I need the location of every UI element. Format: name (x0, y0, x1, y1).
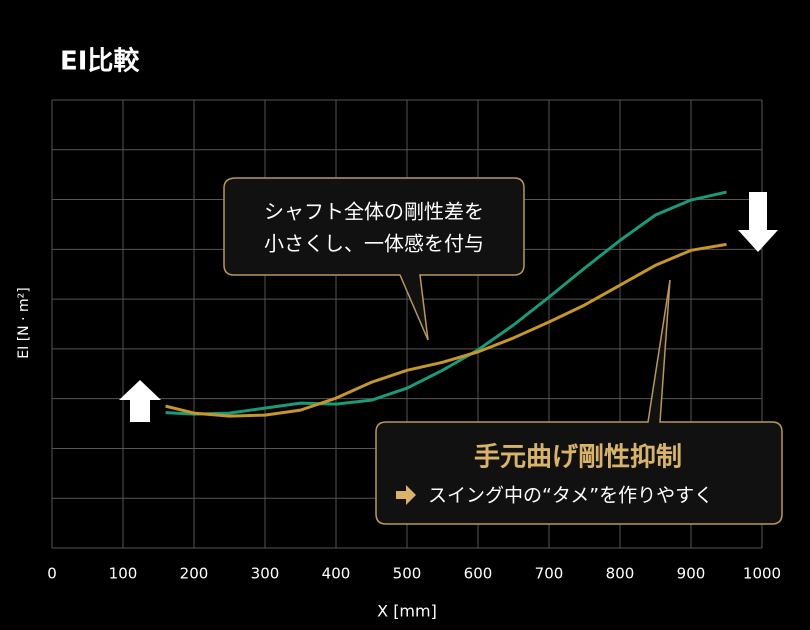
x-tick-label: 900 (677, 565, 706, 583)
x-tick-label: 600 (464, 565, 493, 583)
x-axis-label: X [mm] (377, 602, 437, 621)
lines (165, 190, 727, 418)
callout-text: スイング中の“タメ”を作りやすく (428, 485, 713, 507)
x-tick-label: 800 (606, 565, 635, 583)
chart-title: EI比較 (60, 46, 140, 77)
x-tick-label: 500 (393, 565, 422, 583)
x-tick-label: 300 (251, 565, 280, 583)
callout-title: 手元曲げ剛性抑制 (474, 443, 682, 473)
callout-text: 小さくし、一体感を付与 (264, 232, 484, 256)
up-arrow-icon (119, 380, 161, 422)
x-tick-label: 200 (180, 565, 209, 583)
x-tick-label: 400 (322, 565, 351, 583)
x-tick-label: 700 (535, 565, 564, 583)
x-tick-label: 1000 (743, 565, 781, 583)
arrow-icon (396, 485, 416, 505)
x-tick-label: 100 (109, 565, 138, 583)
x-tick-label: 0 (47, 565, 57, 583)
down-arrow-icon (738, 192, 778, 252)
series-line (165, 242, 727, 418)
y-axis-label: EI [N · m²] (16, 287, 32, 358)
series-line (165, 190, 727, 416)
callout-text: シャフト全体の剛性差を (264, 200, 484, 224)
callout-box (223, 177, 525, 341)
callout-box (375, 279, 783, 525)
